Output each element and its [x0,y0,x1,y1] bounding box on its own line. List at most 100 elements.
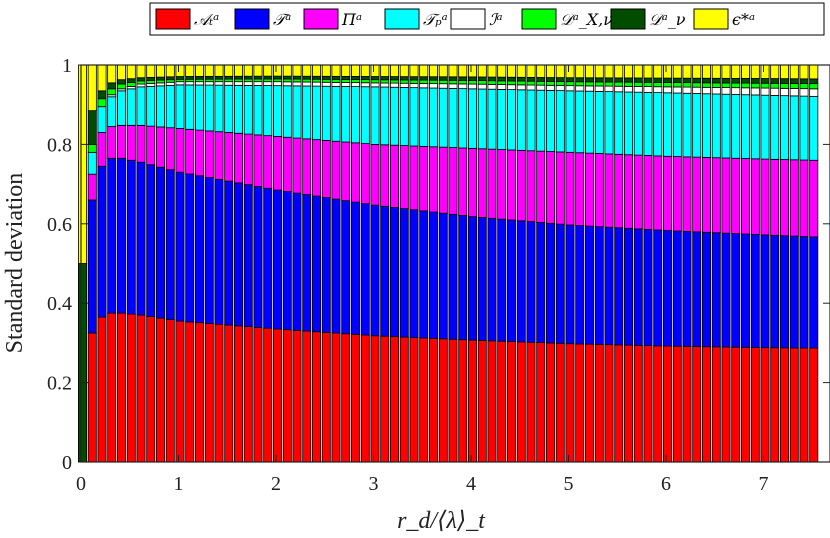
bar-segment-d-nu [97,90,107,100]
bar-segment-d-nu [107,82,117,90]
bar-segment-a-t [477,340,487,463]
bar-segment-d-nu [341,75,351,80]
bar-segment-d-nu [770,78,780,84]
bar-segment-pi [663,155,673,231]
bar-segment-a-t [185,321,195,463]
bar-segment-t [341,200,351,335]
bar-segment-i [682,86,692,94]
bar-segment-eps [253,64,263,77]
bar-segment-t [233,182,243,327]
bar-segment-t-p [97,106,107,133]
bar-segment-pi [721,157,731,234]
bar-segment-a-t [487,340,497,463]
bar-segment-pi [536,150,546,223]
bar-segment-d-x [809,83,819,90]
bar-segment-a-t [575,343,585,463]
bar-segment-t [633,228,643,346]
bar-segment-a-t [448,338,458,463]
bar-segment-d-x [272,78,282,83]
bar-segment-i [467,83,477,90]
bar-segment-eps [194,64,204,77]
bar-segment-i [721,87,731,95]
bar-segment-a-t [97,316,107,463]
bar-segment-t-p [575,90,585,154]
bar-segment-t-p [809,95,819,161]
bar-segment-t [809,236,819,349]
bar-segment-eps [604,64,614,79]
legend-item-pi: Πᵃ [303,8,362,30]
bar-segment-t-p [721,93,731,159]
bar-segment-pi [731,157,741,235]
bar-segment-i [624,85,634,93]
bar-segment-a-t [409,337,419,463]
bar-segment-d-nu [194,76,204,80]
bar-segment-t [487,217,497,342]
bar-segment-eps [487,64,497,78]
bar-segment-t-p [672,92,682,157]
bar-segment-a-t [809,347,819,463]
bar-segment-pi [487,148,497,219]
bar-segment-pi [702,157,712,233]
bar-segment-t-p [341,86,351,143]
bar-segment-t-p [731,94,741,159]
bar-segment-eps [136,64,146,79]
bar-segment-i [731,87,741,95]
bar-segment-t [799,236,809,349]
bar-segment-a-t [653,345,663,463]
bar-segment-pi [546,151,556,224]
bar-segment-i [272,81,282,87]
bar-segment-pi [497,149,507,220]
bar-segment-pi [97,132,107,167]
bar-segment-pi [682,156,692,232]
bar-segment-eps [614,64,624,79]
bar-segment-d-nu [214,75,224,80]
bar-segment-pi [760,158,770,236]
bar-segment-eps [438,64,448,78]
bar-segment-t [604,226,614,346]
bar-segment-d-x [117,83,127,90]
bar-segment-pi [185,128,195,175]
bar-segment-pi [624,154,634,229]
bar-segment-a-t [799,347,809,463]
bar-segment-d-nu [302,75,312,80]
bar-segment-i [155,82,165,87]
bar-segment-a-t [604,344,614,463]
bar-segment-t-p [136,86,146,126]
bar-segment-d-x [487,80,497,85]
bar-segment-a-t [585,343,595,463]
bar-segment-eps [750,64,760,79]
bar-segment-pi [292,137,302,194]
bar-segment-d-x [389,79,399,84]
bar-segment-d-nu [672,77,682,83]
bar-segment-a-t [311,331,321,463]
legend-label: 𝒟ᵃ_ν [649,10,686,29]
bar-segment-pi [126,124,136,161]
bar-segment-d-nu [272,75,282,80]
bar-segment-a-t [497,340,507,463]
bar-segment-eps [321,64,331,77]
bar-segment-i [360,82,370,88]
bar-segment-a-t [692,346,702,463]
bar-segment-a-t [175,320,185,463]
bar-segment-t [185,173,195,323]
bar-segment-eps [380,64,390,77]
bar-segment-a-t [741,346,751,463]
x-axis-label: r_d/⟨λ⟩_t [397,508,486,534]
bar-segment-t-p [185,84,195,130]
bar-segment-d-x [419,79,429,84]
bar-segment-i [555,85,565,92]
axis-ticks: 0 1 2 3 4 5 6 7 0 0.2 0.4 0.6 0.8 1 [47,55,830,495]
bar-segment-pi [506,149,516,221]
bar-segment-i [253,81,263,86]
bar-segment-pi [467,147,477,218]
bar-segment-t [409,209,419,338]
bar-segment-t-p [477,88,487,150]
bar-segment-d-nu [731,77,741,84]
bar-segment-a-t [536,342,546,463]
bar-segment-eps [185,64,195,77]
bar-segment-i [311,81,321,87]
bar-segment-t-p [350,86,360,144]
bar-segment-eps [506,64,516,78]
y-tick-label: 0.6 [47,214,72,236]
bar-segment-d-nu [477,76,487,81]
